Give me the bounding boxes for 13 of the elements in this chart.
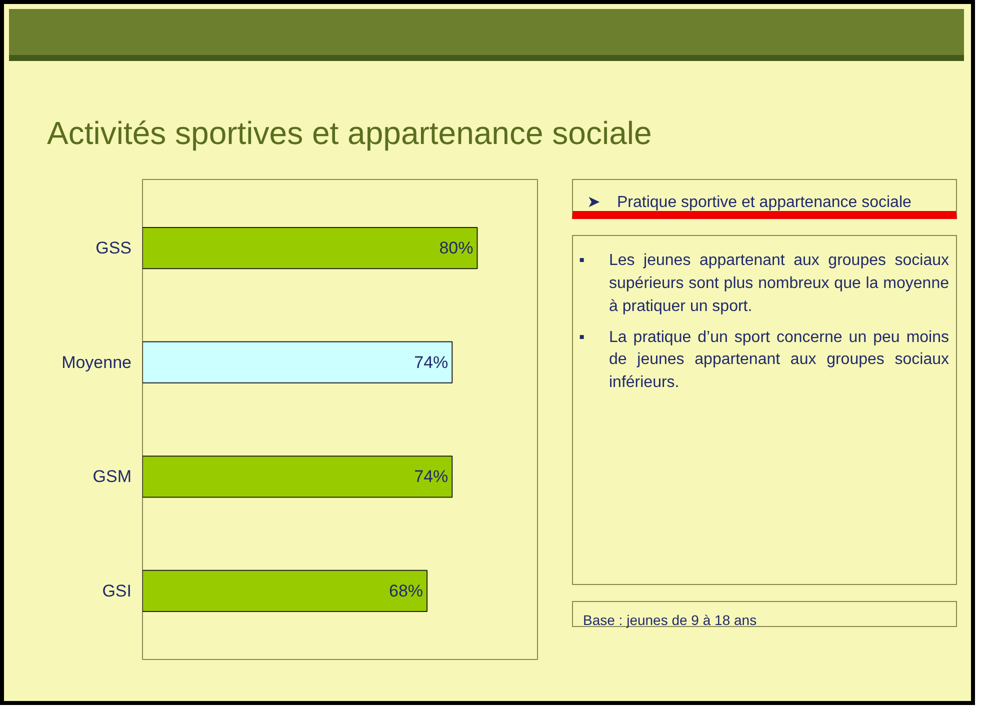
- data-label: 68%: [389, 581, 424, 600]
- y-tick-label: GSI: [102, 581, 132, 600]
- text: ➤ Pratique sportive et appartenance sociale: [587, 193, 912, 213]
- text: ▪ Les jeunes appartenant aux groupes sociaux supérieurs sont plus nombreux que la moyenne à pratiquer un sport.: [579, 252, 949, 315]
- data-label: 74%: [414, 467, 448, 486]
- text: ▪ La pratique d’un sport concerne un peu moins de jeunes appartenant aux groupes sociaux inférieurs.: [579, 328, 949, 392]
- y-tick-label: Moyenne: [62, 352, 132, 372]
- y-tick-label: GSS: [96, 238, 132, 258]
- chart-title: Activités sportives et appartenance sociale: [47, 114, 652, 153]
- text: Base : jeunes de 9 à 18 ans: [583, 611, 757, 630]
- data-label: 74%: [414, 352, 448, 372]
- data-label: 80%: [439, 238, 474, 258]
- y-tick-label: GSM: [92, 467, 132, 486]
